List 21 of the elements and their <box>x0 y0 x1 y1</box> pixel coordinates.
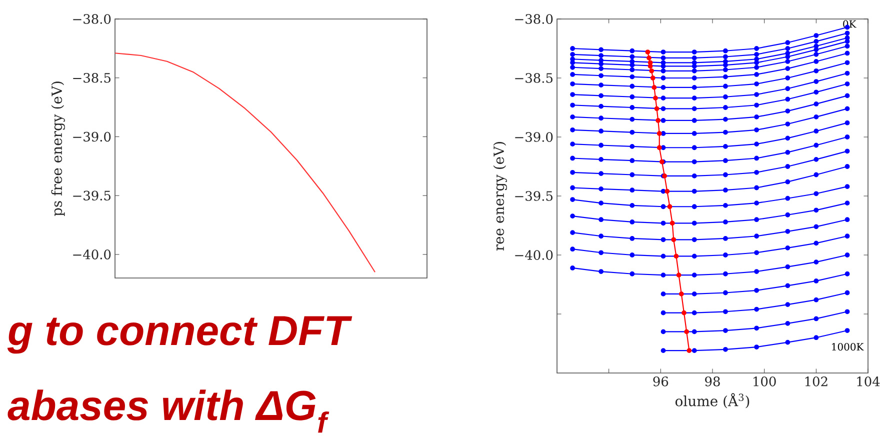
y-tick-label: −40.0 <box>73 250 111 260</box>
y-tick-label: −39.5 <box>73 190 110 200</box>
x-tick-label: 96 <box>653 376 668 386</box>
y-tick-label: −38.5 <box>73 72 110 83</box>
x-tick-label: 98 <box>705 376 720 386</box>
x-tick-label: 100 <box>754 376 776 386</box>
x-tick-label: 104 <box>857 376 880 386</box>
y-axis-title: ps free energy (eV) <box>51 82 65 216</box>
y-tick-label: −38.0 <box>73 14 111 24</box>
y-tick-label: −39.5 <box>515 191 552 201</box>
y-tick-label: −38.5 <box>515 73 552 83</box>
text: g to connect DFT <box>7 316 352 354</box>
y-tick-label: −40.0 <box>515 250 553 260</box>
y-tick-label: −38.0 <box>515 14 553 24</box>
y-tick-label: −39.0 <box>73 132 111 142</box>
annotation: 1000K <box>832 343 864 351</box>
y-tick-label: −39.0 <box>515 132 553 142</box>
x-tick-label: 102 <box>805 376 828 386</box>
text: abases with ΔG$_{f}$ <box>8 390 330 433</box>
y-axis-title: ree energy (eV) <box>493 142 507 251</box>
x-axis-title: olume (Å$^{3}$) <box>675 393 750 408</box>
